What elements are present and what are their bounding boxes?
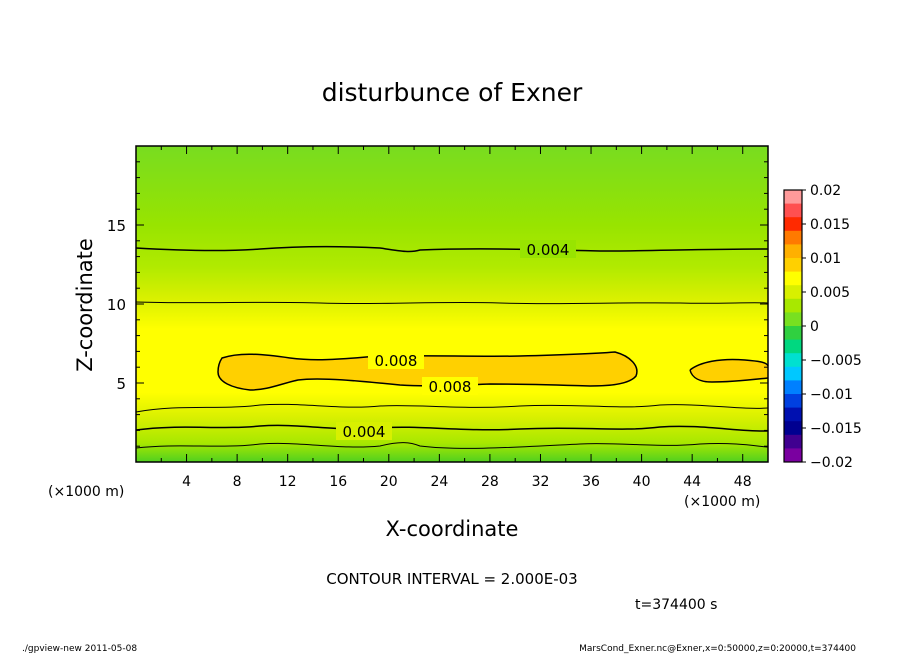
y-tick-label: 15 xyxy=(107,217,126,235)
x-tick-label: 44 xyxy=(683,474,701,490)
colorbar-swatch xyxy=(784,366,802,381)
y-tick-label: 10 xyxy=(107,296,126,314)
colorbar-swatch xyxy=(784,230,802,245)
chart-title: disturbunce of Exner xyxy=(322,78,583,107)
contour-label: 0.008 xyxy=(429,378,472,396)
colorbar-label: 0.015 xyxy=(810,217,850,233)
time-text: t=374400 s xyxy=(635,597,717,613)
x-tick-label: 28 xyxy=(481,474,499,490)
contour-line-blob-right xyxy=(689,358,769,383)
colorbar-swatch xyxy=(784,394,802,409)
y-tick-label: 5 xyxy=(116,375,126,393)
colorbar-swatch xyxy=(784,421,802,436)
contour-label-group: 0.004 0.008 0.008 0.004 xyxy=(336,240,576,441)
contour-interval-text: CONTOUR INTERVAL = 2.000E-03 xyxy=(326,570,577,588)
x-unit-left: (×1000 m) xyxy=(48,484,124,500)
colorbar-swatch xyxy=(784,353,802,368)
footer-right: MarsCond_Exner.nc@Exner,x=0:50000,z=0:20… xyxy=(579,644,856,654)
colorbar-swatch xyxy=(784,271,802,286)
x-tick-label: 32 xyxy=(532,474,550,490)
colorbar-swatch xyxy=(784,434,802,449)
colorbar-label: −0.02 xyxy=(810,455,853,471)
x-tick-label: 40 xyxy=(633,474,651,490)
x-axis-ticks: 4 8 12 16 20 24 28 32 36 40 44 48 xyxy=(135,146,769,490)
x-axis-label: X-coordinate xyxy=(386,517,519,541)
contour-fill-blob-right xyxy=(690,359,768,382)
x-tick-label: 36 xyxy=(582,474,600,490)
contour-fill-blob-main xyxy=(218,352,637,390)
colorbar-label: 0.005 xyxy=(810,285,850,301)
colorbar-swatch xyxy=(784,190,802,205)
plot-area: 0.004 0.008 0.008 0.004 xyxy=(135,145,769,463)
colorbar-swatch xyxy=(784,339,802,354)
contour-label: 0.008 xyxy=(375,352,418,370)
contour-label: 0.004 xyxy=(527,241,570,259)
colorbar-label: −0.01 xyxy=(810,387,853,403)
colorbar-swatch xyxy=(784,380,802,395)
colorbar-label: 0.01 xyxy=(810,251,841,267)
contour-line-10 xyxy=(135,301,769,305)
y-axis-label: Z-coordinate xyxy=(73,238,97,372)
contour-line-low-3 xyxy=(135,442,769,449)
colorbar-label: −0.015 xyxy=(810,421,862,437)
x-tick-label: 8 xyxy=(233,474,242,490)
colorbar-swatch xyxy=(784,258,802,273)
x-tick-label: 20 xyxy=(380,474,398,490)
x-tick-label: 16 xyxy=(329,474,347,490)
colorbar: 0.02 0.015 0.01 0.005 0 −0.005 −0.01 −0.015 −0.0… xyxy=(783,183,862,471)
contour-line-low-2 xyxy=(135,424,769,432)
contour-line-top xyxy=(135,245,769,253)
colorbar-swatch xyxy=(784,217,802,232)
colorbar-swatch xyxy=(784,203,802,218)
x-tick-label: 24 xyxy=(430,474,448,490)
colorbar-label: 0 xyxy=(810,319,819,335)
y-axis-ticks: 5 10 15 xyxy=(107,145,768,463)
colorbar-swatch xyxy=(784,312,802,327)
colorbar-label: −0.005 xyxy=(810,353,862,369)
contour-line-low-1 xyxy=(135,403,769,413)
colorbar-swatch xyxy=(784,448,802,463)
contour-label: 0.004 xyxy=(343,423,386,441)
x-tick-label: 4 xyxy=(182,474,191,490)
x-tick-label: 48 xyxy=(734,474,752,490)
colorbar-swatch xyxy=(784,407,802,422)
x-unit-right: (×1000 m) xyxy=(684,494,760,510)
colorbar-swatch xyxy=(784,285,802,300)
colorbar-swatch xyxy=(784,326,802,341)
footer-left: ./gpview-new 2011-05-08 xyxy=(22,644,137,654)
colorbar-swatch xyxy=(784,244,802,259)
colorbar-swatch xyxy=(784,298,802,313)
colorbar-label: 0.02 xyxy=(810,183,841,199)
contour-fill-background xyxy=(136,146,768,462)
x-tick-label: 12 xyxy=(279,474,297,490)
